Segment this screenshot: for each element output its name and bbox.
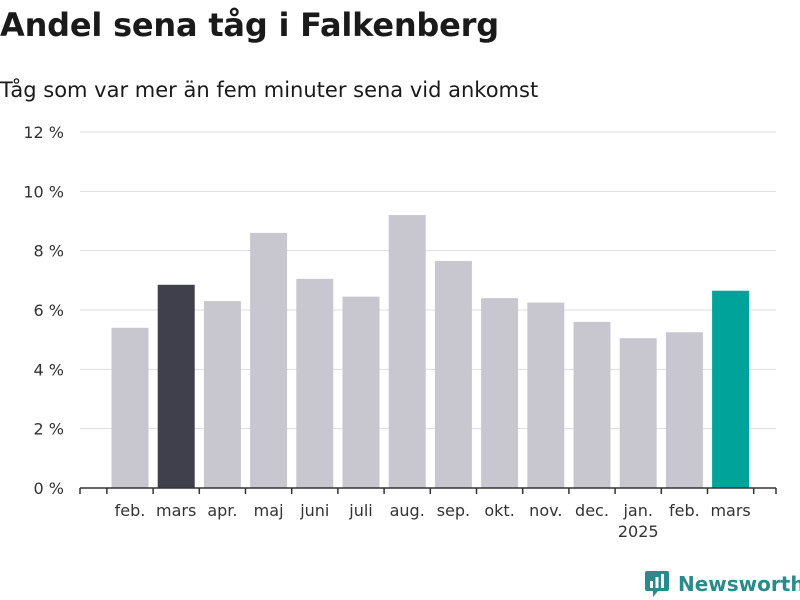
x-tick-label: apr.: [207, 501, 237, 520]
chart-title: Andel sena tåg i Falkenberg: [0, 6, 499, 44]
x-tick-label: feb.: [669, 501, 700, 520]
x-tick-label: jan.: [622, 501, 652, 520]
bar-1: [111, 327, 149, 488]
x-tick-label: aug.: [390, 501, 425, 520]
y-tick-label: 0 %: [34, 479, 64, 498]
gridlines: [80, 131, 776, 430]
x-tick-label: mars: [710, 501, 750, 520]
x-tick-label: feb.: [115, 501, 146, 520]
x-tick-label: maj: [254, 501, 284, 520]
bar-13: [665, 332, 703, 488]
x-tick-label: okt.: [484, 501, 514, 520]
newsworthy-logo-text: Newsworthy: [678, 572, 800, 596]
x-axis-labels: feb. mars apr. maj juni juli aug. sep. okt. nov. d…: [115, 501, 751, 541]
bar-7: [388, 215, 426, 489]
bar-11: [573, 321, 611, 488]
y-tick-label: 8 %: [34, 242, 64, 261]
x-year-label: 2025: [618, 522, 659, 541]
bars: [111, 215, 750, 489]
bar-10: [527, 302, 565, 488]
y-axis-labels: 0 % 2 % 4 % 6 % 8 % 10 % 12 %: [23, 123, 64, 498]
x-tick-label: juni: [299, 501, 329, 520]
x-tick-label: mars: [156, 501, 196, 520]
bar-6: [342, 296, 380, 488]
x-tick-label: juli: [348, 501, 372, 520]
x-tick-label: sep.: [437, 501, 470, 520]
y-tick-label: 6 %: [34, 301, 64, 320]
y-tick-label: 2 %: [34, 420, 64, 439]
x-axis: [79, 487, 777, 494]
bar-9: [481, 298, 519, 488]
bar-2: [157, 284, 195, 488]
y-tick-label: 4 %: [34, 360, 64, 379]
newsworthy-logo-icon: [645, 571, 669, 597]
bar-8: [434, 261, 472, 488]
y-tick-label: 12 %: [23, 123, 64, 142]
x-tick-label: nov.: [529, 501, 562, 520]
bar-14: [712, 290, 750, 488]
x-tick-label: dec.: [575, 501, 609, 520]
newsworthy-logo: Newsworthy: [644, 569, 800, 599]
y-tick-label: 10 %: [23, 182, 64, 201]
bar-chart: 0 %2 %4 %6 %8 %10 %12 % feb. mars apr. maj j…: [23, 123, 777, 541]
bar-3: [203, 301, 241, 488]
bar-4: [250, 232, 288, 488]
bar-12: [619, 338, 657, 488]
bar-5: [296, 278, 334, 488]
chart-subtitle: Tåg som var mer än fem minuter sena vid …: [0, 78, 539, 102]
